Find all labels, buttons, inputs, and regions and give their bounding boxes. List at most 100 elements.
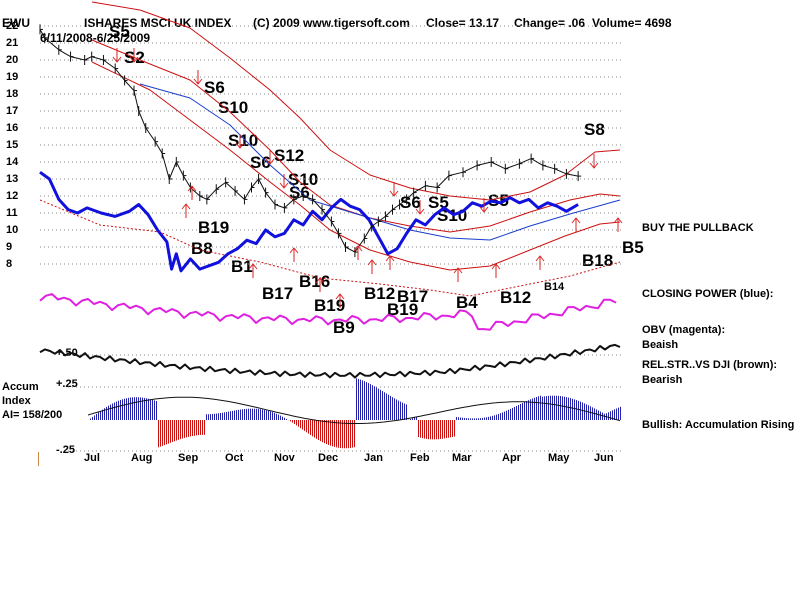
accum-bar xyxy=(140,397,141,420)
sell-arrowhead xyxy=(389,190,399,197)
y-tick-label: 9 xyxy=(6,241,13,253)
relstr-line-path xyxy=(39,343,621,379)
accum-bar xyxy=(340,420,341,449)
accum-bar xyxy=(122,399,123,420)
accum-bar xyxy=(332,420,333,447)
accum-bar xyxy=(388,394,389,420)
accum-bar xyxy=(536,396,537,420)
accum-bar xyxy=(372,385,373,420)
accum-bar xyxy=(148,398,149,420)
accum-bar xyxy=(292,420,293,423)
accum-bar xyxy=(464,417,465,420)
accum-bar xyxy=(348,420,349,449)
accum-bar xyxy=(272,412,273,420)
accum-bar xyxy=(554,395,555,420)
accum-bar xyxy=(112,403,113,420)
signal-buy-label: B14 xyxy=(544,281,565,293)
y-tick-label: 13 xyxy=(6,173,19,185)
closing-power-line xyxy=(39,170,579,273)
relstr-line xyxy=(39,343,621,379)
signal-sell-label: S6 xyxy=(400,193,421,212)
accum-bar xyxy=(358,378,359,420)
buy-arrowhead xyxy=(315,277,325,284)
x-tick-label: Dec xyxy=(318,452,339,464)
accum-bar xyxy=(228,411,229,420)
y-tick-label: 15 xyxy=(6,139,19,151)
obv-status: Beaish xyxy=(642,339,679,351)
accum-bar xyxy=(104,408,105,420)
accum-bar xyxy=(600,411,601,420)
accum-bar xyxy=(568,397,569,420)
accum-bar xyxy=(490,416,491,420)
accum-bar xyxy=(584,403,585,420)
accum-bar xyxy=(604,413,605,420)
accum-bar xyxy=(226,411,227,420)
x-tick-label: Jan xyxy=(364,452,383,464)
accum-bar xyxy=(260,409,261,420)
accum-bar xyxy=(414,417,415,420)
accum-bar xyxy=(126,398,127,420)
accum-bar xyxy=(308,420,309,434)
accum-bar xyxy=(266,410,267,420)
accum-bar xyxy=(578,400,579,420)
accum-bar xyxy=(296,420,297,426)
buy-arrowhead xyxy=(385,255,395,262)
buy-arrowhead xyxy=(248,263,258,270)
accum-bar xyxy=(526,401,527,420)
accum-bar xyxy=(188,420,189,437)
accum-bar xyxy=(268,410,269,420)
accum-bar xyxy=(310,420,311,436)
accum-bar xyxy=(364,381,365,420)
accum-bar xyxy=(218,413,219,420)
accum-bar xyxy=(156,401,157,420)
accum-bar xyxy=(242,409,243,420)
accum-bar xyxy=(532,398,533,420)
accum-bar xyxy=(304,420,305,431)
obv-label: OBV (magenta): xyxy=(642,324,726,336)
accum-bar xyxy=(618,407,619,420)
accum-bar xyxy=(368,383,369,420)
signal-buy-label: B8 xyxy=(191,239,213,258)
accum-bar xyxy=(588,405,589,420)
accum-bar xyxy=(486,417,487,420)
accum-bar xyxy=(518,404,519,420)
y-tick-label: 14 xyxy=(6,156,19,168)
accum-bar xyxy=(434,420,435,440)
signal-buy-label: B1 xyxy=(231,257,253,276)
accum-bar xyxy=(138,397,139,420)
accum-bar xyxy=(150,399,151,420)
accum-bar xyxy=(514,406,515,420)
buy-arrowhead xyxy=(187,185,197,192)
accum-bar xyxy=(474,418,475,420)
accum-bar xyxy=(116,401,117,420)
sell-arrowhead xyxy=(479,206,489,213)
accum-bar xyxy=(152,399,153,420)
accum-bar xyxy=(206,414,207,420)
accum-bar xyxy=(614,409,615,420)
buy-arrowhead xyxy=(289,247,299,254)
accum-bar xyxy=(478,418,479,420)
accum-bar xyxy=(412,418,413,420)
buy-arrowhead xyxy=(491,263,501,270)
accum-bar xyxy=(256,408,257,420)
accum-bar xyxy=(322,420,323,443)
accum-bar xyxy=(530,399,531,420)
x-tick-label: Apr xyxy=(502,452,521,464)
accum-bar xyxy=(316,420,317,439)
accum-bar xyxy=(108,405,109,420)
accum-bar xyxy=(246,408,247,420)
accum-bar xyxy=(608,412,609,420)
accum-bar xyxy=(580,401,581,420)
accum-bar xyxy=(468,418,469,420)
accum-bar xyxy=(212,413,213,420)
y-tick-label: 18 xyxy=(6,88,19,100)
accum-bar xyxy=(512,407,513,420)
accum-bar xyxy=(452,420,453,437)
signal-sell-label: S10 xyxy=(437,206,468,225)
sell-arrowhead xyxy=(415,208,425,215)
accum-bar xyxy=(290,420,291,422)
accum-bar xyxy=(534,397,535,420)
sell-arrowhead xyxy=(129,56,139,63)
signal-buy-label: B19 xyxy=(314,296,346,315)
moving-average-line xyxy=(139,83,621,241)
